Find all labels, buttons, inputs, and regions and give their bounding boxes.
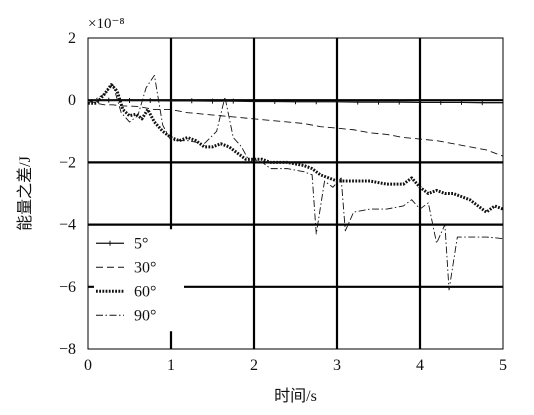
series-layer <box>87 74 504 291</box>
y-tick-label-3: −4 <box>59 217 76 234</box>
legend-background <box>94 229 184 332</box>
x-axis-label: 时间/s <box>274 387 317 405</box>
x-tick-label-1: 1 <box>167 357 175 374</box>
legend-label-3: 90° <box>134 307 156 324</box>
legend-label-2: 60° <box>134 283 156 300</box>
legend: 5° 30° 60° 90° <box>94 229 184 332</box>
plot-frame <box>87 37 504 350</box>
y-tick-label-5: −8 <box>59 341 76 358</box>
label-layer: ×10⁻⁸ 时间/s 能量之差/J <box>16 16 317 405</box>
y-tick-label-1: 0 <box>68 92 76 109</box>
y-scale-note: ×10⁻⁸ <box>88 16 125 32</box>
x-tick-label-3: 3 <box>333 357 341 374</box>
tick-layer: 0 1 2 3 4 5 2 0 −2 −4 −6 −8 <box>59 30 507 374</box>
series-line-1 <box>87 99 504 157</box>
x-tick-label-5: 5 <box>499 357 507 374</box>
x-tick-label-4: 4 <box>416 357 424 374</box>
x-tick-label-2: 2 <box>250 357 258 374</box>
y-tick-label-4: −6 <box>59 279 76 296</box>
y-tick-label-0: 2 <box>68 30 76 47</box>
y-axis-label: 能量之差/J <box>16 156 34 231</box>
legend-label-0: 5° <box>134 235 148 252</box>
series-line-3 <box>87 74 504 291</box>
y-tick-label-2: −2 <box>59 154 76 171</box>
series-line-2 <box>88 83 504 214</box>
x-tick-label-0: 0 <box>84 357 92 374</box>
legend-label-1: 30° <box>134 259 156 276</box>
